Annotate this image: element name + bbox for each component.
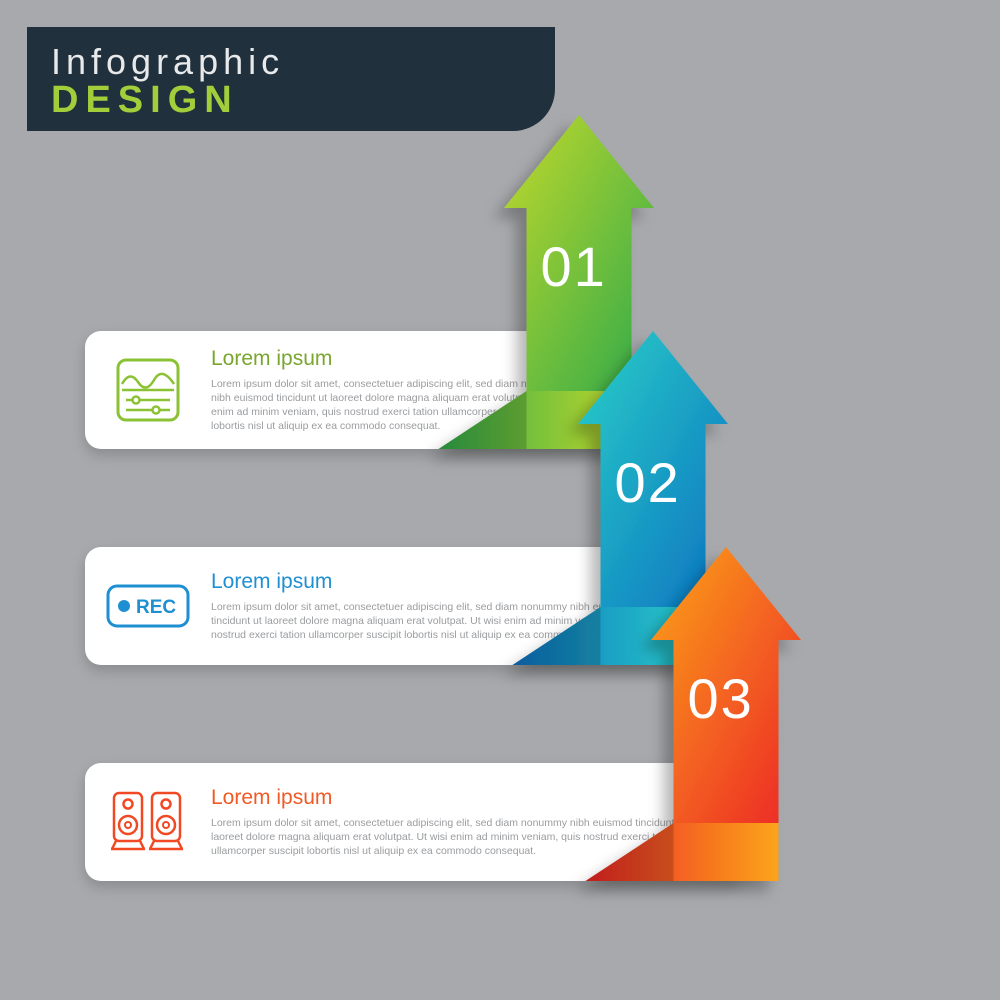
speakers-icon: [108, 789, 188, 855]
step-number: 03: [688, 666, 754, 731]
header-banner: InfographicDESIGN: [27, 27, 555, 131]
card-title: Lorem ipsum: [211, 786, 717, 810]
step-number: 02: [615, 450, 681, 515]
rec-icon: REC: [106, 584, 190, 628]
step-number: 01: [541, 234, 607, 299]
arrow-wrap-03: 03: [651, 547, 801, 881]
speakers-icon-slot: [103, 789, 193, 855]
equalizer-icon-slot: [103, 354, 193, 426]
svg-text:REC: REC: [136, 597, 176, 618]
header-line1: Infographic: [51, 41, 531, 83]
infographic-canvas: InfographicDESIGN Lorem ipsumLorem ipsum…: [0, 0, 1000, 1000]
header-line2: DESIGN: [51, 79, 531, 122]
rec-icon-slot: REC: [103, 584, 193, 628]
equalizer-icon: [112, 354, 184, 426]
